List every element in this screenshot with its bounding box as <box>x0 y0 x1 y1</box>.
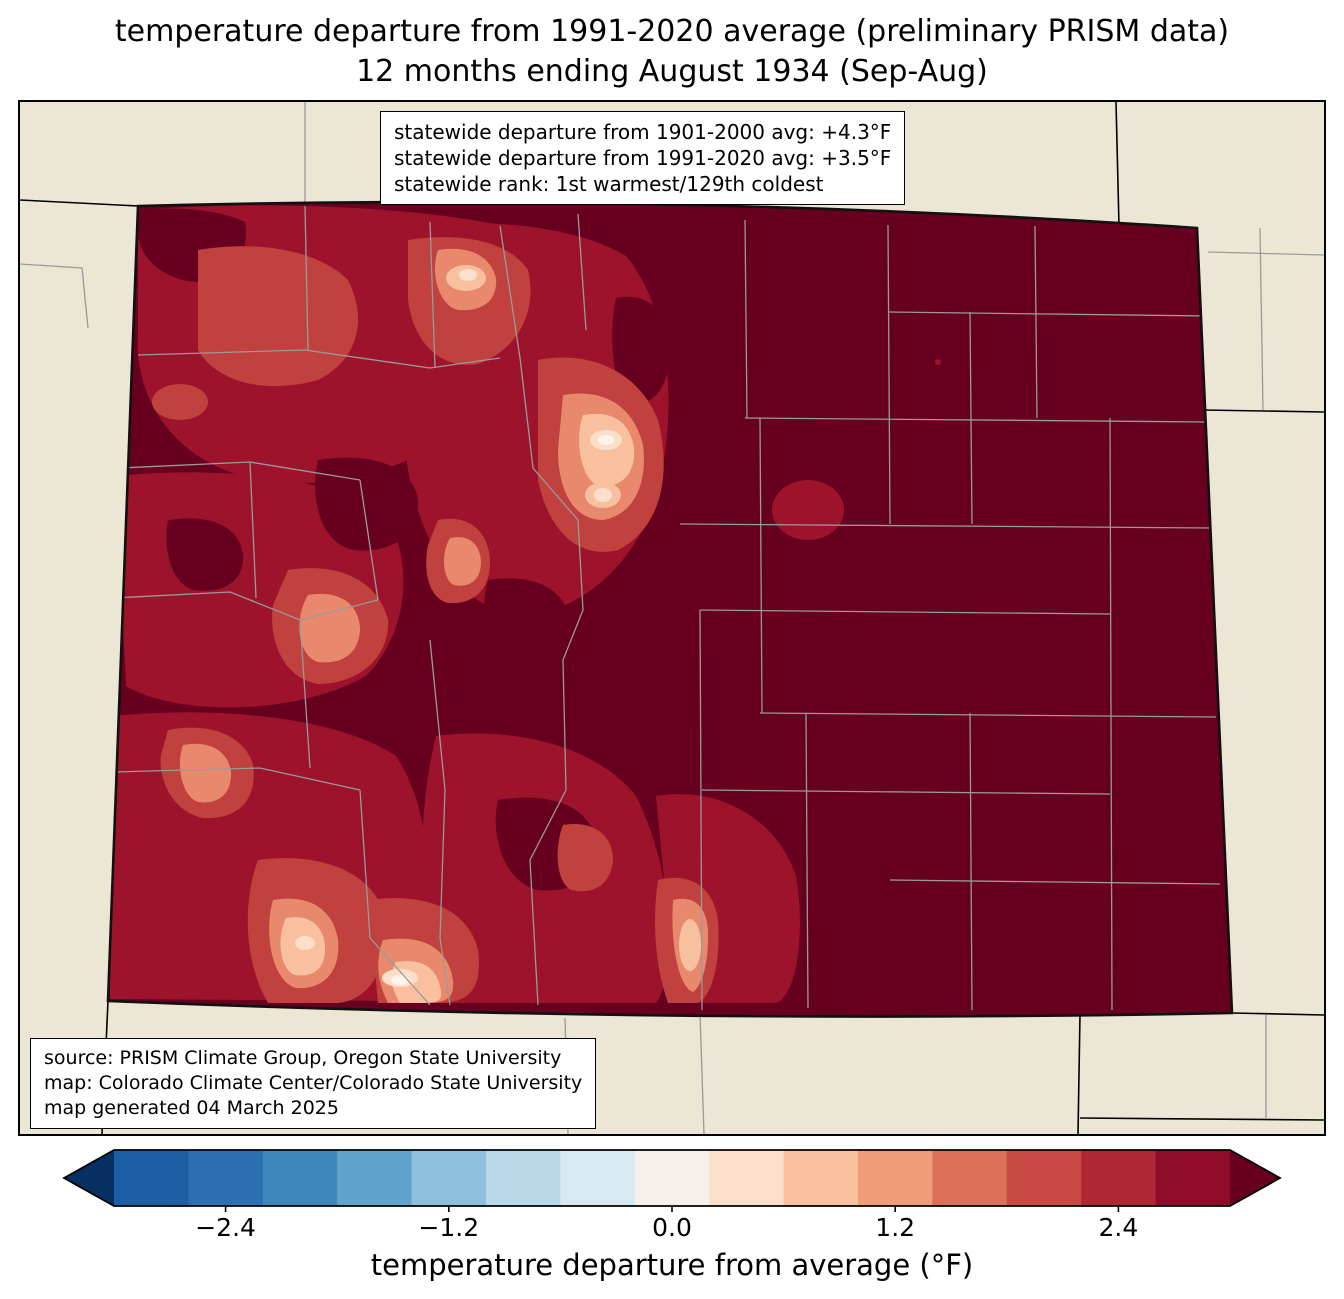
temperature-fill-contours <box>108 202 1232 1017</box>
source-credit-box: source: PRISM Climate Group, Oregon Stat… <box>30 1038 597 1129</box>
title-line-1: temperature departure from 1991-2020 ave… <box>114 14 1230 49</box>
stats-line-3: statewide rank: 1st warmest/129th coldes… <box>394 172 824 196</box>
statewide-stats-box: statewide departure from 1901-2000 avg: … <box>380 111 906 205</box>
colorbar-segment <box>1081 1150 1157 1206</box>
colorbar-segment <box>783 1150 859 1206</box>
colorbar-tick-label: −1.2 <box>418 1213 480 1242</box>
colorbar-over-arrow <box>1230 1150 1280 1206</box>
map-frame: statewide departure from 1901-2000 avg: … <box>18 100 1326 1136</box>
colorbar-segment <box>262 1150 338 1206</box>
colorbar-segment <box>560 1150 636 1206</box>
stats-line-2: statewide departure from 1991-2020 avg: … <box>394 146 892 170</box>
colorbar-segment <box>1155 1150 1231 1206</box>
source-line-3: map generated 04 March 2025 <box>44 1097 339 1119</box>
colorbar-axis-label: temperature departure from average (°F) <box>370 1248 974 1282</box>
source-line-1: source: PRISM Climate Group, Oregon Stat… <box>44 1047 562 1069</box>
colorbar-tick-marks <box>224 1206 1120 1212</box>
colorbar-segment <box>411 1150 487 1206</box>
colorbar-outline <box>62 1149 1282 1207</box>
colorbar-segment <box>709 1150 785 1206</box>
colorbar-segment <box>337 1150 413 1206</box>
colorbar <box>62 1149 1282 1212</box>
stats-line-1: statewide departure from 1901-2000 avg: … <box>394 120 892 144</box>
colorbar-segment <box>486 1150 562 1206</box>
colorbar-segments <box>114 1150 1231 1206</box>
colorbar-tick-label: 0.0 <box>652 1213 692 1242</box>
colorbar-under-arrow <box>64 1150 114 1206</box>
source-line-2: map: Colorado Climate Center/Colorado St… <box>44 1072 583 1094</box>
colorbar-segment <box>114 1150 190 1206</box>
colorado-map <box>20 102 1324 1134</box>
figure-title: temperature departure from 1991-2020 ave… <box>0 12 1344 92</box>
colorbar-segment <box>932 1150 1008 1206</box>
title-line-2: 12 months ending August 1934 (Sep-Aug) <box>356 54 988 89</box>
colorbar-tick-labels: −2.4 −1.2 0.0 1.2 2.4 <box>0 1213 1344 1249</box>
colorbar-tick-label: 2.4 <box>1098 1213 1139 1242</box>
colorbar-tick-label: −2.4 <box>195 1213 256 1242</box>
colorbar-segment <box>188 1150 264 1206</box>
county-borders <box>113 205 1221 1011</box>
colorbar-segment <box>634 1150 710 1206</box>
colorbar-segment <box>1006 1150 1082 1206</box>
colorbar-tick-label: 1.2 <box>875 1213 916 1242</box>
colorbar-segment <box>858 1150 934 1206</box>
